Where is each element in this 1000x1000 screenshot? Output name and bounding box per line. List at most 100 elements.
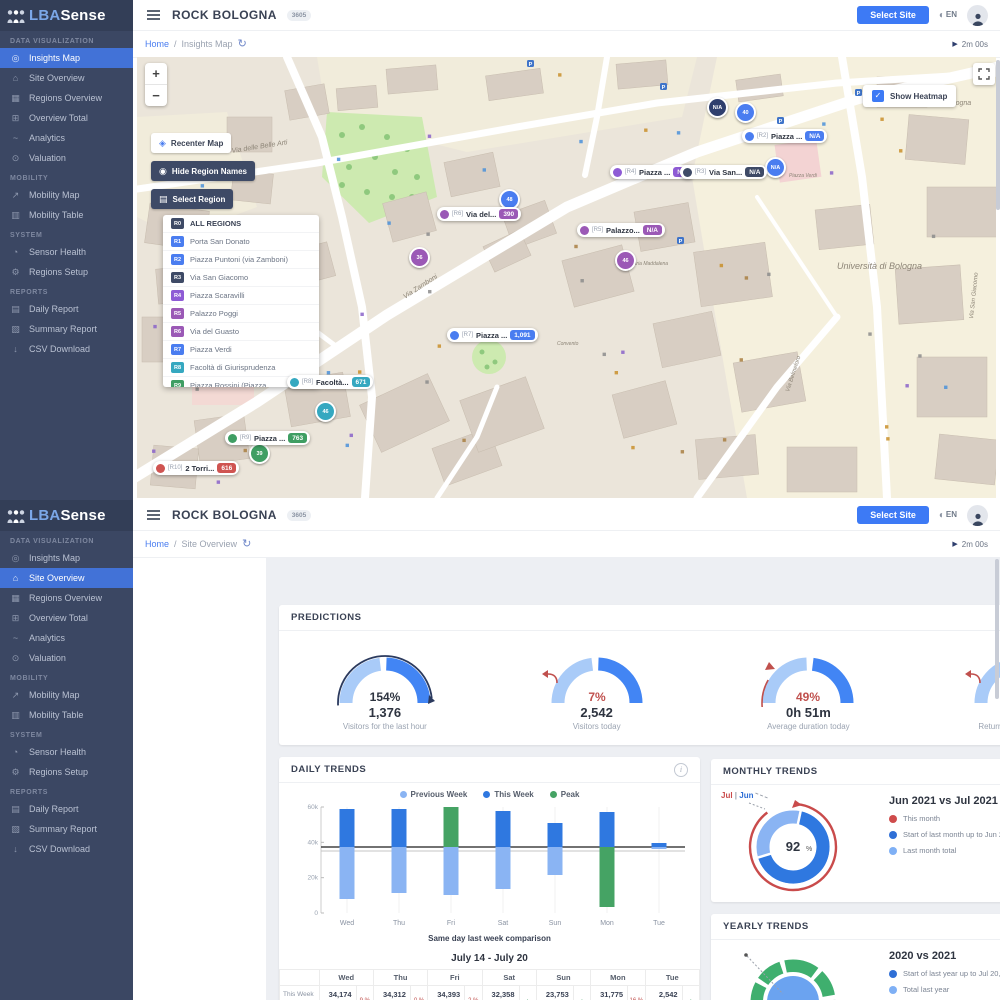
- language-selector[interactable]: ◐ EN: [939, 510, 957, 521]
- menu-icon[interactable]: [147, 14, 160, 16]
- region-option-r3[interactable]: R3Via San Giacomo: [163, 269, 319, 287]
- sidebar-item-csv-download[interactable]: ↓CSV Download: [0, 839, 133, 859]
- region-marker-r6[interactable]: [R6]Via del...390: [437, 207, 521, 221]
- sidebar-item-mobility-map[interactable]: ↗Mobility Map: [0, 685, 133, 705]
- region-option-label: ALL REGIONS: [190, 219, 241, 228]
- region-marker-r5[interactable]: [R5]Palazzo...N/A: [577, 223, 665, 237]
- map-value-marker[interactable]: 46: [615, 250, 636, 271]
- insights-map-icon: ◎: [10, 553, 21, 564]
- donut-compare-label: Jul | Jun: [721, 791, 768, 800]
- marker-name: Piazza ...: [771, 132, 802, 141]
- sidebar-section-title: REPORTS: [0, 282, 133, 299]
- sidebar-item-site-overview[interactable]: ⌂Site Overview: [0, 568, 133, 588]
- region-option-r1[interactable]: R1Porta San Donato: [163, 233, 319, 251]
- sidebar-item-regions-setup[interactable]: ⚙Regions Setup: [0, 762, 133, 782]
- regions-setup-icon: ⚙: [10, 767, 21, 778]
- sidebar-item-mobility-map[interactable]: ↗Mobility Map: [0, 185, 133, 205]
- select-site-button[interactable]: Select Site: [857, 506, 929, 524]
- info-icon[interactable]: i: [674, 763, 688, 777]
- zoom-in-button[interactable]: +: [145, 63, 167, 85]
- select-region-button[interactable]: ▤Select Region: [151, 189, 233, 209]
- avatar[interactable]: [967, 5, 988, 26]
- sidebar-item-summary-report[interactable]: ▧Summary Report: [0, 819, 133, 839]
- region-dropdown: R0ALL REGIONSR1Porta San DonatoR2Piazza …: [163, 215, 319, 387]
- sidebar-item-insights-map[interactable]: ◎Insights Map: [0, 548, 133, 568]
- region-option-r7[interactable]: R7Piazza Verdi: [163, 341, 319, 359]
- fullscreen-button[interactable]: [973, 63, 995, 85]
- site-title: ROCK BOLOGNA: [172, 8, 277, 22]
- play-icon[interactable]: ▶: [952, 40, 957, 48]
- region-option-r6[interactable]: R6Via del Guasto: [163, 323, 319, 341]
- select-site-button[interactable]: Select Site: [857, 6, 929, 24]
- sidebar-item-sensor-health[interactable]: ◔Sensor Health: [0, 742, 133, 762]
- sidebar-item-insights-map[interactable]: ◎Insights Map: [0, 48, 133, 68]
- breadcrumb-home[interactable]: Home: [145, 39, 169, 49]
- show-heatmap-toggle[interactable]: ✓Show Heatmap: [863, 85, 956, 107]
- x-axis-label: Same day last week comparison: [279, 934, 700, 943]
- zoom-out-button[interactable]: −: [145, 85, 167, 106]
- region-option-r5[interactable]: R5Palazzo Poggi: [163, 305, 319, 323]
- map-value-marker[interactable]: 36: [409, 247, 430, 268]
- recenter-map-button[interactable]: ◈Recenter Map: [151, 133, 231, 153]
- scrollbar[interactable]: [995, 559, 999, 699]
- sidebar-item-regions-setup[interactable]: ⚙Regions Setup: [0, 262, 133, 282]
- map-value-marker[interactable]: 39: [249, 443, 270, 464]
- gauge-caption: Returning visitors today: [978, 722, 1000, 731]
- sidebar-item-analytics[interactable]: ~Analytics: [0, 128, 133, 148]
- sidebar-section-title: DATA VISUALIZATION: [0, 31, 133, 48]
- breadcrumb-home[interactable]: Home: [145, 539, 169, 549]
- map-value-marker[interactable]: N/A: [765, 157, 786, 178]
- avatar[interactable]: [967, 505, 988, 526]
- refresh-icon[interactable]: ↻: [242, 540, 251, 549]
- marker-code: [R6]: [452, 211, 463, 217]
- sidebar-item-daily-report[interactable]: ▤Daily Report: [0, 799, 133, 819]
- legend-item: Previous Week: [400, 790, 468, 799]
- sidebar-item-analytics[interactable]: ~Analytics: [0, 628, 133, 648]
- hide-region-names-button[interactable]: ◉Hide Region Names: [151, 161, 255, 181]
- sidebar-item-mobility-table[interactable]: ▥Mobility Table: [0, 705, 133, 725]
- sidebar-item-overview-total[interactable]: ⊞Overview Total: [0, 108, 133, 128]
- select-region-button-label: Select Region: [173, 195, 226, 204]
- sidebar-item-regions-overview[interactable]: ▦Regions Overview: [0, 88, 133, 108]
- sidebar-item-valuation[interactable]: ⊙Valuation: [0, 148, 133, 168]
- region-option-r0[interactable]: R0ALL REGIONS: [163, 215, 319, 233]
- region-code-badge: R2: [171, 254, 184, 265]
- sidebar-item-mobility-table[interactable]: ▥Mobility Table: [0, 205, 133, 225]
- monthly-trend-row: Start of last month up to Jun 20, 202167…: [889, 829, 1000, 840]
- region-option-r4[interactable]: R4Piazza Scaravilli: [163, 287, 319, 305]
- sidebar-item-sensor-health[interactable]: ◔Sensor Health: [0, 242, 133, 262]
- marker-dot: [450, 331, 459, 340]
- marker-code: [R9]: [240, 435, 251, 441]
- region-marker-r9[interactable]: [R9]Piazza ...763: [225, 431, 310, 445]
- region-marker-r8[interactable]: [R8]Facoltà...671: [287, 375, 373, 389]
- map-value-marker[interactable]: 46: [315, 401, 336, 422]
- region-option-r2[interactable]: R2Piazza Puntoni (via Zamboni): [163, 251, 319, 269]
- sidebar-item-regions-overview[interactable]: ▦Regions Overview: [0, 588, 133, 608]
- sidebar-item-site-overview[interactable]: ⌂Site Overview: [0, 68, 133, 88]
- sidebar-item-daily-report[interactable]: ▤Daily Report: [0, 299, 133, 319]
- scrollbar[interactable]: [996, 60, 1000, 210]
- map-canvas[interactable]: PPPPPVia delle Belle ArtiVia ZamboniUniv…: [137, 57, 996, 498]
- region-marker-r2[interactable]: [R2]Piazza ...N/A: [742, 129, 827, 143]
- map-value-marker[interactable]: N/A: [707, 97, 728, 118]
- region-marker-r7[interactable]: [R7]Piazza ...1,091: [447, 328, 538, 342]
- yearly-trends-panel: YEARLY TRENDSi 81.9% 2020 vs 2021 Start …: [711, 914, 1000, 1000]
- sidebar-item-csv-download[interactable]: ↓CSV Download: [0, 339, 133, 359]
- region-marker-r10[interactable]: [R10]2 Torri...616: [153, 461, 239, 475]
- sidebar-item-overview-total[interactable]: ⊞Overview Total: [0, 608, 133, 628]
- menu-icon[interactable]: [147, 514, 160, 516]
- region-marker-r3[interactable]: [R3]Via San...N/A: [680, 165, 767, 179]
- play-icon[interactable]: ▶: [952, 540, 957, 548]
- marker-dot: [613, 168, 622, 177]
- language-selector[interactable]: ◐ EN: [939, 10, 957, 21]
- analytics-icon: ~: [10, 133, 21, 143]
- sidebar-item-summary-report[interactable]: ▧Summary Report: [0, 319, 133, 339]
- map-value-marker[interactable]: 40: [735, 102, 756, 123]
- marker-dot: [228, 434, 237, 443]
- daily-trends-panel: DAILY TRENDSi Previous WeekThis WeekPeak…: [279, 757, 700, 1000]
- marker-value-badge: N/A: [745, 167, 764, 177]
- sidebar-item-valuation[interactable]: ⊙Valuation: [0, 648, 133, 668]
- sensor-health-icon: ◔: [10, 747, 21, 757]
- refresh-icon[interactable]: ↻: [238, 40, 247, 49]
- table-col-header: Fri: [428, 970, 482, 986]
